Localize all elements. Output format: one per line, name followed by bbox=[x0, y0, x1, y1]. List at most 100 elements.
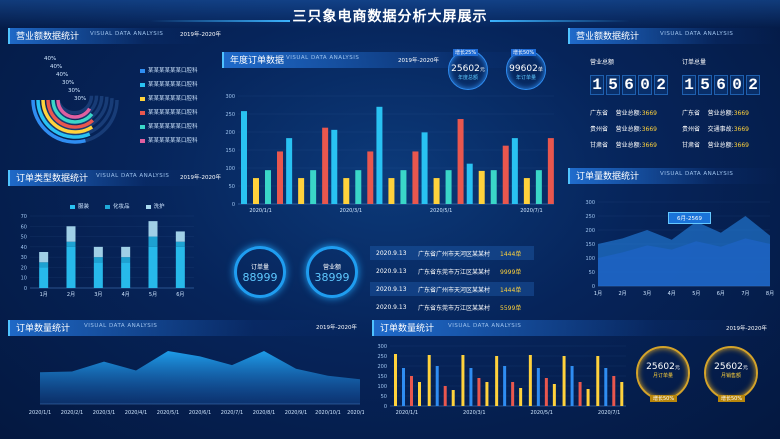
digit: 6 bbox=[622, 75, 636, 95]
panel-title: 订单数量统计 bbox=[380, 324, 435, 334]
order-date: 2020.9.13 bbox=[376, 303, 407, 311]
bar bbox=[286, 138, 293, 204]
panel-header-revenue-stats: 营业额数据统计 VISUAL DATA ANALYSIS bbox=[568, 28, 778, 44]
circle-label: 订单量 bbox=[250, 264, 269, 271]
bar bbox=[596, 356, 600, 406]
bar bbox=[253, 178, 259, 204]
ring-arc bbox=[51, 99, 94, 124]
growth-badge: 增长50% bbox=[511, 49, 537, 56]
x-tick-label: 2020/1/1 bbox=[249, 208, 271, 214]
x-tick-label: 2020/3/1 bbox=[463, 410, 485, 416]
province-row: 甘肃省 营业总额:3669 bbox=[682, 142, 749, 149]
y-tick-label: 0 bbox=[592, 284, 595, 290]
bar bbox=[400, 170, 407, 204]
y-tick-label: 300 bbox=[377, 344, 387, 350]
x-tick-label: 7月 bbox=[741, 291, 749, 297]
x-tick-label: 4月 bbox=[122, 292, 130, 298]
x-tick-label: 6月 bbox=[176, 292, 184, 298]
panel-subtitle: VISUAL DATA ANALYSIS bbox=[90, 31, 164, 37]
y-tick-label: 40 bbox=[21, 245, 27, 251]
order-count-bottom-chart: 0 50 100 150 200 250 300 2020/1/1 2020/3/1 2020/5… bbox=[377, 344, 626, 416]
x-tick-label: 6月 bbox=[717, 291, 725, 297]
digit: 0 bbox=[638, 75, 652, 95]
legend-item: 某某某某某某口腔科 bbox=[140, 136, 210, 144]
order-type-chart: 0 10 20 30 40 50 60 70 1月 2月 3月 4月 5月 6月 bbox=[21, 214, 194, 298]
order-count-right-chart: 0 50 100 150 200 250 300 1月 2月 3月 4月 5月 6月 7月 8月 bbox=[585, 200, 774, 297]
bar bbox=[433, 178, 440, 204]
bar bbox=[241, 111, 247, 204]
stacked-bar-segment bbox=[39, 267, 49, 288]
total-revenue-label: 营业总额 bbox=[590, 59, 615, 66]
bar bbox=[388, 178, 395, 204]
stat-value: 25602元 bbox=[714, 362, 748, 372]
digit: 1 bbox=[590, 75, 604, 95]
ring-arc bbox=[36, 99, 91, 139]
y-tick-label: 100 bbox=[225, 166, 235, 172]
panel-title: 订单数量统计 bbox=[16, 324, 71, 334]
bar bbox=[612, 376, 616, 406]
stacked-bar-segment bbox=[39, 262, 49, 268]
bar bbox=[490, 170, 497, 204]
legend-item: 某某某某某某口腔科 bbox=[140, 94, 210, 102]
stacked-bar-segment bbox=[39, 252, 49, 263]
order-count: 1444单 bbox=[500, 286, 522, 294]
panel-subtitle: VISUAL DATA ANALYSIS bbox=[84, 323, 158, 329]
x-tick-label: 1月 bbox=[594, 291, 602, 297]
panel-header-revenue: 营业额数据统计 VISUAL DATA ANALYSIS bbox=[8, 28, 204, 44]
circle-label: 营业额 bbox=[322, 264, 341, 271]
ring-arc bbox=[31, 99, 86, 144]
table-row: 2020.9.13 广东省东莞市万江区某某村 9999单 bbox=[370, 264, 534, 278]
stacked-bar-segment bbox=[66, 241, 76, 247]
order-address: 广东省广州市天河区某某村 bbox=[418, 250, 491, 258]
ring-labels: 40% 40% 40% 30% 30% 30% bbox=[44, 56, 104, 102]
bar bbox=[485, 382, 489, 406]
panel-title: 订单类型数据统计 bbox=[16, 174, 89, 184]
bar bbox=[478, 170, 485, 204]
x-tick-label: 2020/5/1 bbox=[530, 410, 552, 416]
bar bbox=[620, 382, 624, 406]
bar bbox=[562, 356, 566, 406]
y-tick-label: 200 bbox=[377, 364, 387, 370]
stacked-bar-segment bbox=[93, 257, 103, 263]
panel-header-order-type: 订单类型数据统计 VISUAL DATA ANALYSIS bbox=[8, 170, 204, 186]
y-tick-label: 0 bbox=[232, 202, 235, 208]
panel-date: 2019年-2020年 bbox=[726, 326, 767, 332]
bar bbox=[435, 366, 439, 406]
panel-subtitle: VISUAL DATA ANALYSIS bbox=[286, 55, 360, 61]
province-stats-left: 广东省 营业总额:3669 贵州省 营业总额:3669 甘肃省 营业总额:366… bbox=[590, 108, 657, 149]
province-row: 广东省 营业总额:3669 bbox=[682, 110, 749, 117]
x-tick-label: 2020/5/1 bbox=[430, 208, 452, 214]
order-address: 广东省东莞市万江区某某村 bbox=[418, 304, 491, 312]
y-tick-label: 70 bbox=[21, 214, 27, 220]
digit: 5 bbox=[698, 75, 712, 95]
y-tick-label: 200 bbox=[585, 228, 595, 234]
bar bbox=[466, 163, 473, 204]
x-tick-label: 2020/1/1 bbox=[396, 410, 418, 416]
panel-date: 2019年-2020年 bbox=[180, 175, 221, 181]
stacked-bar-segment bbox=[148, 236, 158, 247]
bar bbox=[277, 151, 283, 204]
bar bbox=[265, 170, 271, 204]
stacked-bar-segment bbox=[175, 241, 185, 247]
digit: 2 bbox=[746, 75, 760, 95]
stacked-bar-segment bbox=[66, 246, 76, 288]
digit: 0 bbox=[730, 75, 744, 95]
panel-title: 营业额数据统计 bbox=[576, 32, 640, 42]
order-count-left-chart: 2020/1/1 2020/2/1 2020/3/1 2020/4/1 2020/5/1… bbox=[29, 351, 364, 416]
y-tick-label: 60 bbox=[21, 224, 27, 230]
x-tick-label: 2020/7/1 bbox=[520, 208, 542, 214]
x-tick-label: 2020/7/1 bbox=[598, 410, 620, 416]
monthly-orders-circle: 25602元 月订单量 增长50% bbox=[636, 346, 690, 402]
legend-item: 某某某某某某口腔科 bbox=[140, 80, 210, 88]
province-row: 广东省 营业总额:3669 bbox=[590, 110, 657, 117]
x-tick-label: 3月 bbox=[643, 291, 651, 297]
x-tick-label: 2020/1/1 bbox=[29, 410, 51, 416]
x-tick-label: 2020/11/1 bbox=[347, 410, 364, 416]
table-row: 2020.9.13 广东省广州市天河区某某村 1444单 bbox=[370, 246, 534, 260]
stacked-bar-segment bbox=[93, 262, 103, 288]
order-date: 2020.9.13 bbox=[376, 285, 407, 293]
bar bbox=[552, 384, 556, 406]
growth-badge: 增长25% bbox=[453, 49, 479, 56]
